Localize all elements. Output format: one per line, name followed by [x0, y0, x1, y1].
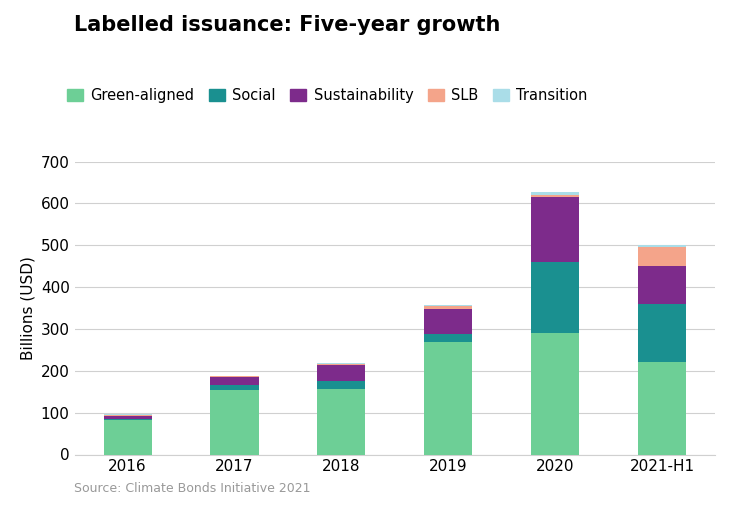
Bar — [424, 306, 472, 309]
Y-axis label: Billions (USD): Billions (USD) — [20, 256, 35, 360]
Bar — [317, 381, 366, 389]
Bar — [211, 377, 259, 385]
Bar — [638, 304, 686, 362]
Bar — [104, 420, 152, 454]
Bar — [424, 309, 472, 334]
Bar — [424, 341, 472, 454]
Legend: Green-aligned, Social, Sustainability, SLB, Transition: Green-aligned, Social, Sustainability, S… — [67, 88, 588, 103]
Bar — [638, 266, 686, 304]
Bar — [638, 362, 686, 454]
Bar — [211, 390, 259, 454]
Bar — [104, 419, 152, 420]
Bar — [531, 197, 579, 262]
Bar — [638, 245, 686, 247]
Bar — [104, 416, 152, 419]
Bar — [211, 385, 259, 390]
Bar — [317, 364, 366, 366]
Bar — [317, 366, 366, 381]
Text: Labelled issuance: Five-year growth: Labelled issuance: Five-year growth — [74, 15, 501, 35]
Bar — [317, 363, 366, 364]
Bar — [424, 305, 472, 306]
Bar — [531, 333, 579, 454]
Bar — [317, 389, 366, 454]
Bar — [104, 415, 152, 416]
Bar — [531, 262, 579, 333]
Bar — [531, 195, 579, 197]
Text: Source: Climate Bonds Initiative 2021: Source: Climate Bonds Initiative 2021 — [74, 482, 311, 495]
Bar — [531, 192, 579, 195]
Bar — [638, 247, 686, 266]
Bar — [424, 334, 472, 341]
Bar — [211, 376, 259, 377]
